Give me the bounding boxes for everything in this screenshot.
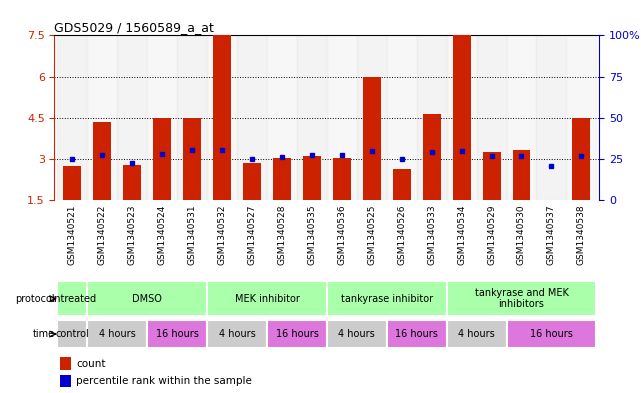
Text: 4 hours: 4 hours bbox=[219, 329, 256, 339]
Bar bbox=[183, 118, 201, 200]
Bar bbox=[453, 35, 470, 200]
Bar bbox=[58, 320, 87, 348]
Text: GSM1340523: GSM1340523 bbox=[128, 204, 137, 265]
Text: protocol: protocol bbox=[15, 294, 55, 304]
Bar bbox=[58, 281, 87, 316]
Text: GSM1340526: GSM1340526 bbox=[397, 204, 406, 265]
Bar bbox=[483, 152, 501, 200]
Bar bbox=[207, 35, 237, 200]
Text: time: time bbox=[33, 329, 55, 339]
Bar bbox=[572, 118, 590, 200]
Bar bbox=[422, 114, 440, 200]
Bar bbox=[60, 375, 71, 387]
Bar bbox=[506, 35, 537, 200]
Text: GSM1340528: GSM1340528 bbox=[278, 204, 287, 265]
Bar bbox=[333, 158, 351, 200]
Bar bbox=[327, 320, 387, 348]
Text: GSM1340530: GSM1340530 bbox=[517, 204, 526, 265]
Bar bbox=[447, 320, 506, 348]
Text: 16 hours: 16 hours bbox=[156, 329, 199, 339]
Bar bbox=[477, 35, 506, 200]
Text: MEK inhibitor: MEK inhibitor bbox=[235, 294, 299, 304]
Bar bbox=[327, 281, 447, 316]
Text: GSM1340533: GSM1340533 bbox=[427, 204, 436, 265]
Bar bbox=[267, 35, 297, 200]
Bar bbox=[243, 163, 261, 200]
Bar bbox=[58, 35, 87, 200]
Text: GSM1340524: GSM1340524 bbox=[158, 204, 167, 265]
Bar bbox=[153, 118, 171, 200]
Bar bbox=[567, 35, 596, 200]
Bar bbox=[513, 149, 531, 200]
Bar bbox=[447, 35, 477, 200]
Text: GSM1340536: GSM1340536 bbox=[337, 204, 346, 265]
Bar bbox=[87, 320, 147, 348]
Bar bbox=[387, 320, 447, 348]
Bar bbox=[207, 281, 327, 316]
Text: GSM1340531: GSM1340531 bbox=[188, 204, 197, 265]
Text: 4 hours: 4 hours bbox=[458, 329, 495, 339]
Bar bbox=[327, 35, 357, 200]
Bar bbox=[273, 158, 291, 200]
Bar bbox=[117, 35, 147, 200]
Text: 16 hours: 16 hours bbox=[530, 329, 573, 339]
Text: percentile rank within the sample: percentile rank within the sample bbox=[76, 376, 252, 386]
Text: GSM1340534: GSM1340534 bbox=[457, 204, 466, 265]
Bar bbox=[393, 169, 411, 200]
Text: tankyrase inhibitor: tankyrase inhibitor bbox=[341, 294, 433, 304]
Bar bbox=[417, 35, 447, 200]
Text: tankyrase and MEK
inhibitors: tankyrase and MEK inhibitors bbox=[474, 288, 569, 309]
Bar bbox=[447, 281, 596, 316]
Bar bbox=[147, 320, 207, 348]
Bar bbox=[177, 35, 207, 200]
Bar bbox=[94, 122, 112, 200]
Text: GSM1340535: GSM1340535 bbox=[308, 204, 317, 265]
Bar bbox=[267, 320, 327, 348]
Bar bbox=[363, 77, 381, 200]
Text: untreated: untreated bbox=[48, 294, 97, 304]
Bar bbox=[87, 281, 207, 316]
Bar bbox=[123, 165, 141, 200]
Bar bbox=[506, 320, 596, 348]
Text: 16 hours: 16 hours bbox=[395, 329, 438, 339]
Text: 4 hours: 4 hours bbox=[99, 329, 136, 339]
Text: 16 hours: 16 hours bbox=[276, 329, 319, 339]
Text: GSM1340537: GSM1340537 bbox=[547, 204, 556, 265]
Bar bbox=[60, 357, 71, 369]
Text: GSM1340532: GSM1340532 bbox=[218, 204, 227, 265]
Text: GSM1340527: GSM1340527 bbox=[247, 204, 256, 265]
Text: DMSO: DMSO bbox=[132, 294, 162, 304]
Bar bbox=[387, 35, 417, 200]
Text: control: control bbox=[56, 329, 89, 339]
Text: GSM1340522: GSM1340522 bbox=[98, 204, 107, 265]
Text: GSM1340529: GSM1340529 bbox=[487, 204, 496, 265]
Bar bbox=[147, 35, 177, 200]
Bar bbox=[87, 35, 117, 200]
Bar bbox=[213, 35, 231, 200]
Text: 4 hours: 4 hours bbox=[338, 329, 375, 339]
Bar bbox=[537, 35, 567, 200]
Text: GSM1340538: GSM1340538 bbox=[577, 204, 586, 265]
Text: GDS5029 / 1560589_a_at: GDS5029 / 1560589_a_at bbox=[54, 21, 214, 34]
Bar bbox=[63, 166, 81, 200]
Text: count: count bbox=[76, 358, 106, 369]
Bar bbox=[207, 320, 267, 348]
Bar bbox=[297, 35, 327, 200]
Bar bbox=[237, 35, 267, 200]
Bar bbox=[357, 35, 387, 200]
Text: GSM1340521: GSM1340521 bbox=[68, 204, 77, 265]
Bar bbox=[303, 156, 321, 200]
Text: GSM1340525: GSM1340525 bbox=[367, 204, 376, 265]
